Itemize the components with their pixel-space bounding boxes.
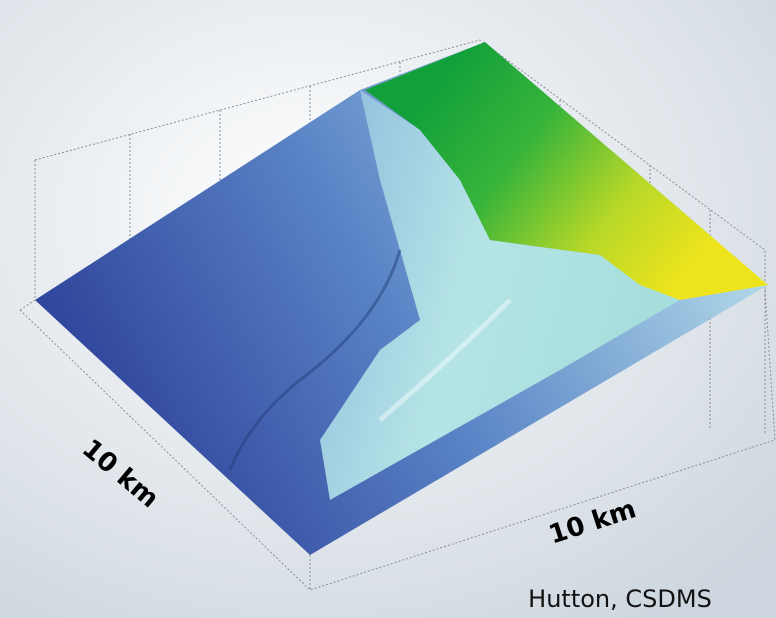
- figure: 10 km 10 km Hutton, CSDMS: [0, 0, 776, 618]
- credit: Hutton, CSDMS: [528, 585, 712, 613]
